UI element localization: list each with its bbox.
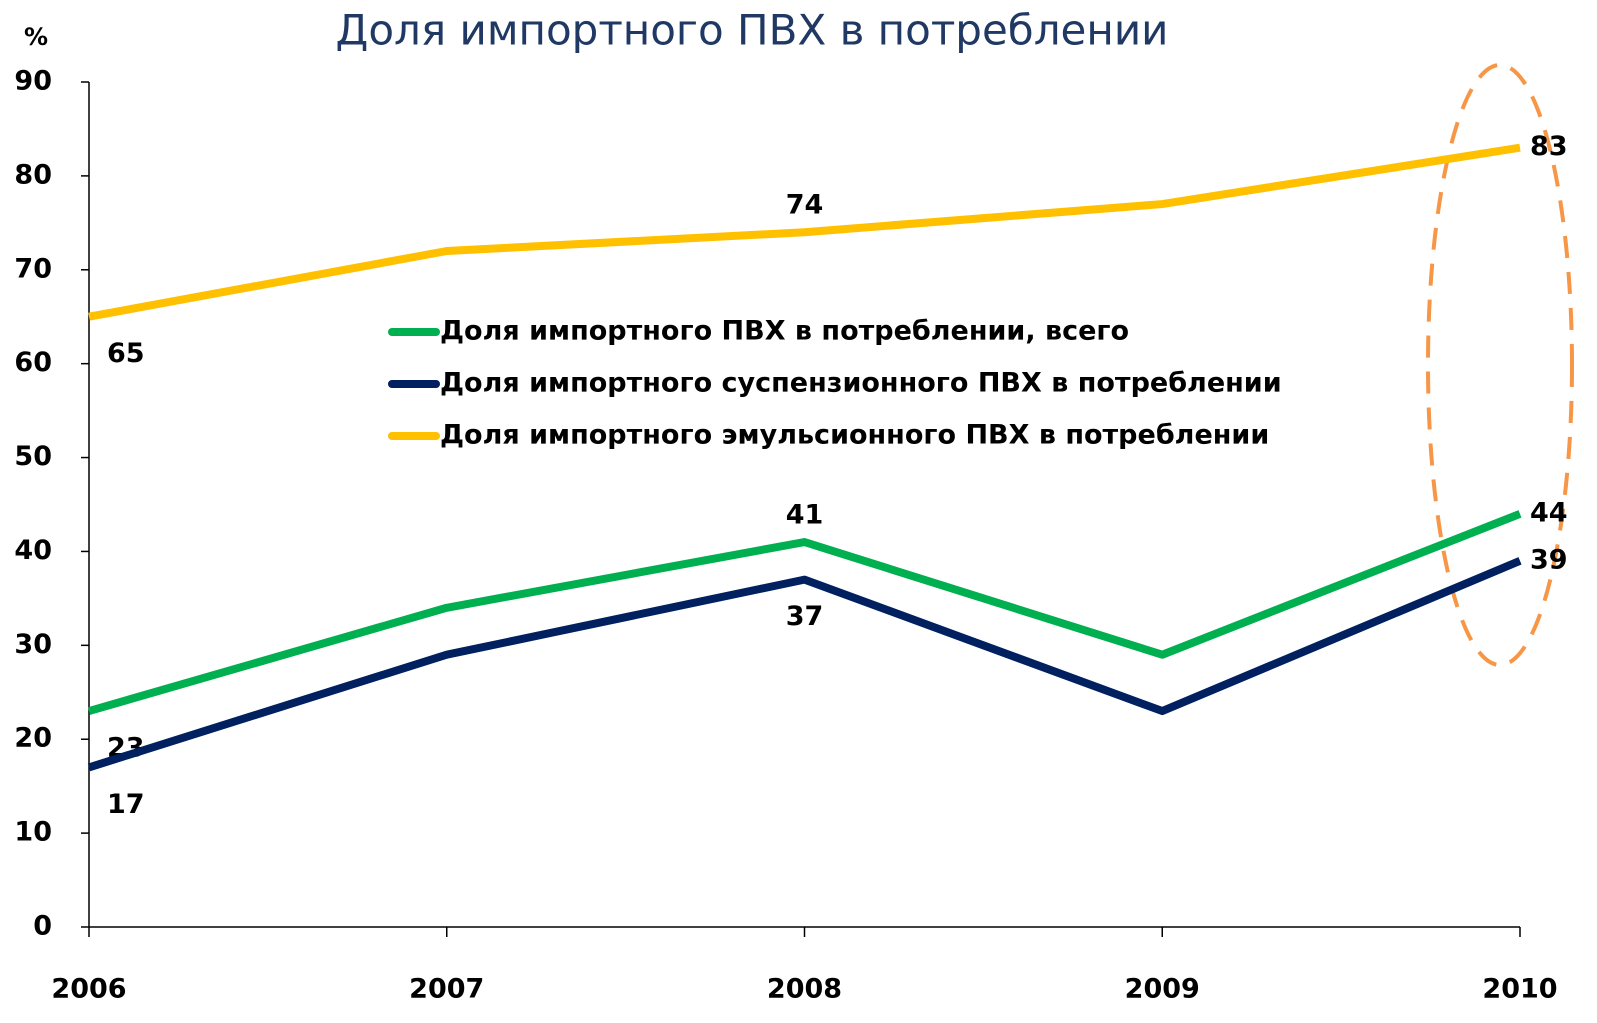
x-tick-label: 2006 [51,974,126,1005]
y-tick-label: 60 [14,347,52,378]
series-line [87,557,1522,772]
data-label: 74 [786,190,824,221]
data-label: 44 [1530,497,1568,528]
data-label: 65 [107,338,145,369]
legend-label: Доля импортного ПВХ в потреблении, всего [440,316,1129,347]
data-label: 17 [107,789,145,820]
highlight-ellipse [1426,63,1574,667]
series-line [88,143,1521,321]
y-tick-label: 40 [14,535,52,566]
x-tick-label: 2009 [1125,974,1200,1005]
legend-label: Доля импортного суспензионного ПВХ в пот… [440,368,1282,399]
data-label: 41 [786,500,824,531]
x-tick-label: 2008 [767,974,842,1005]
data-label: 83 [1530,131,1568,162]
y-tick-label: 0 [33,911,52,942]
y-axis-label: % [24,23,48,51]
y-tick-label: 20 [14,723,52,754]
y-tick-label: 70 [14,253,52,284]
x-tick-label: 2007 [409,974,484,1005]
y-tick-label: 30 [14,629,52,660]
y-tick-label: 50 [14,441,52,472]
y-tick-label: 10 [14,817,52,848]
legend-label: Доля импортного эмульсионного ПВХ в потр… [440,420,1269,451]
data-label: 37 [786,601,824,632]
data-label: 39 [1530,544,1568,575]
y-tick-label: 90 [14,66,52,97]
chart-title: Доля импортного ПВХ в потреблении [336,6,1169,55]
series-line [87,510,1522,715]
x-tick-label: 2010 [1482,974,1557,1005]
y-tick-label: 80 [14,159,52,190]
